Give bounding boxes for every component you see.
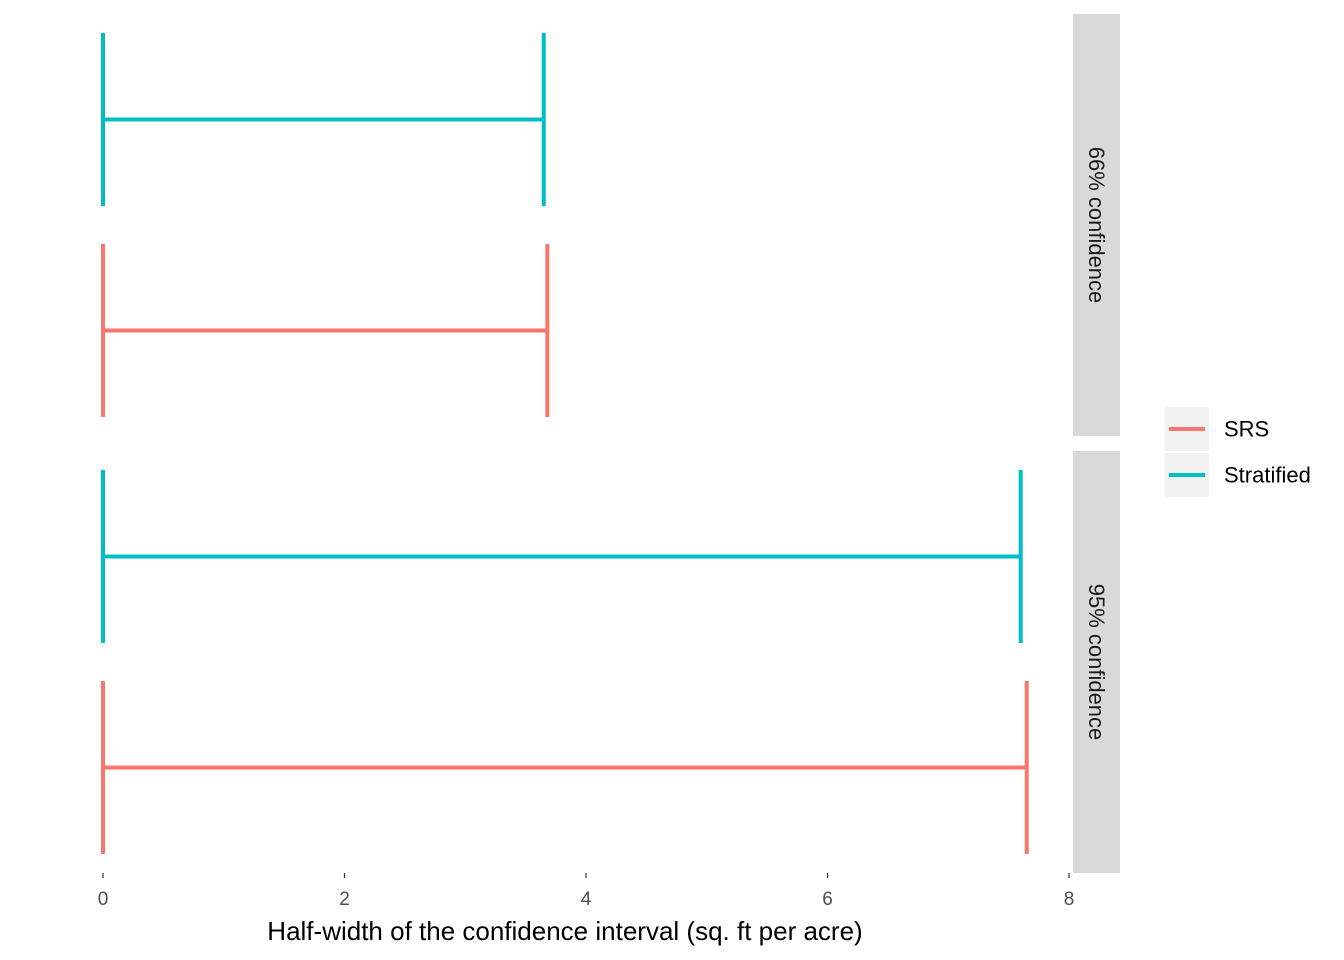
x-tick-label: 6 xyxy=(822,889,833,910)
errorbar-stratified xyxy=(101,469,1023,644)
x-tick: 8 xyxy=(1064,873,1075,910)
facet-strips: 66% confidence 95% confidence xyxy=(1073,14,1120,873)
facet-strip: 66% confidence xyxy=(1073,14,1120,436)
x-tick-label: 8 xyxy=(1064,889,1075,910)
x-tick: 2 xyxy=(339,873,350,910)
x-tick: 4 xyxy=(581,873,592,910)
x-tick-label: 4 xyxy=(581,889,592,910)
errorbar-srs xyxy=(101,243,550,418)
x-tick: 0 xyxy=(98,873,109,910)
errorbar-stratified xyxy=(101,32,546,207)
legend-label: SRS xyxy=(1224,417,1269,442)
facet-strip: 95% confidence xyxy=(1073,451,1120,873)
x-tick-label: 2 xyxy=(339,889,350,910)
facet-strip-background xyxy=(1073,451,1120,873)
x-tick: 6 xyxy=(822,873,833,910)
x-axis-title: Half-width of the confidence interval (s… xyxy=(267,916,862,946)
legend-item-stratified: Stratified xyxy=(1165,453,1311,497)
panels xyxy=(101,32,1029,855)
panel-2 xyxy=(101,469,1029,855)
facet-strip-label: 66% confidence xyxy=(1084,147,1109,304)
x-axis: 0 2 4 6 8 xyxy=(98,873,1075,910)
x-tick-label: 0 xyxy=(98,889,109,910)
legend-item-srs: SRS xyxy=(1165,407,1269,451)
legend-label: Stratified xyxy=(1224,463,1311,488)
facet-strip-background xyxy=(1073,14,1120,436)
facet-strip-label: 95% confidence xyxy=(1084,584,1109,741)
legend: SRS Stratified xyxy=(1165,407,1311,497)
errorbar-srs xyxy=(101,680,1029,855)
panel-1 xyxy=(101,32,550,418)
